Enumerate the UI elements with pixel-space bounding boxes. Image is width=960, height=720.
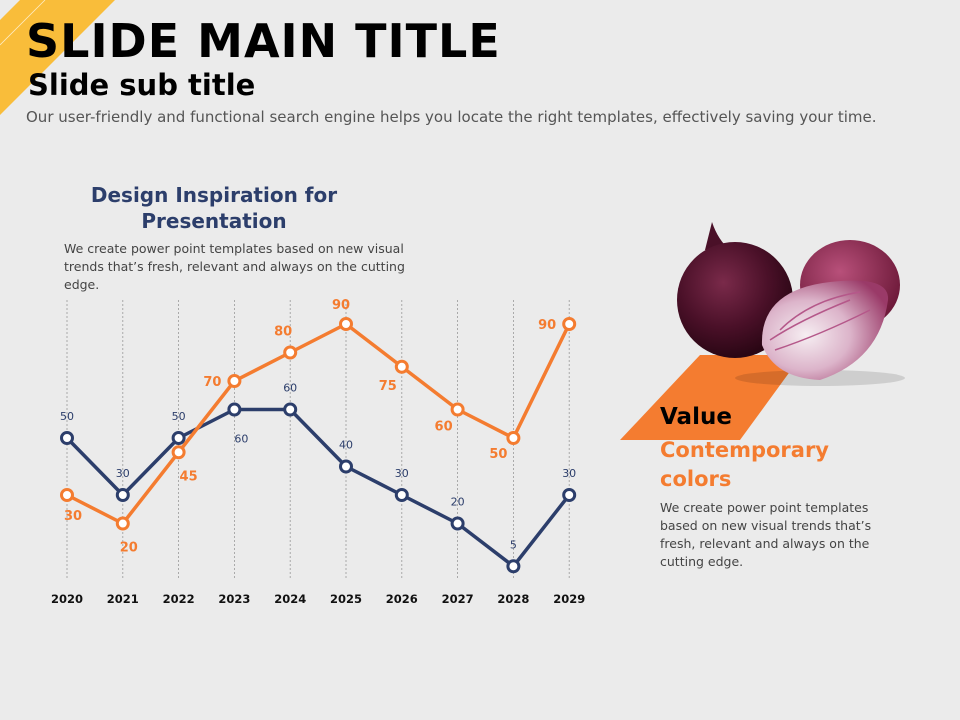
corner-line <box>0 0 46 46</box>
data-point <box>227 402 242 417</box>
x-tick-label: 2028 <box>497 592 529 606</box>
data-point <box>562 317 577 331</box>
section-body: We create power point templates based on… <box>64 241 405 292</box>
data-point <box>450 402 465 417</box>
data-label: 60 <box>283 382 297 395</box>
data-point <box>562 488 577 502</box>
navy-series-line <box>65 407 571 568</box>
data-point <box>394 488 409 502</box>
x-tick-label: 2024 <box>274 592 306 606</box>
data-label: 60 <box>234 433 248 446</box>
data-label: 30 <box>64 509 82 524</box>
value-title: Value <box>660 404 732 430</box>
data-label: 50 <box>60 410 74 423</box>
slide-main-title: SLIDE MAIN TITLE <box>26 14 501 68</box>
x-tick-label: 2025 <box>330 592 362 606</box>
orange-parallelogram <box>620 355 802 440</box>
data-label: 30 <box>395 467 409 480</box>
data-label: 5 <box>510 538 517 551</box>
data-point <box>171 445 186 460</box>
data-point <box>227 374 242 388</box>
data-point <box>115 488 130 502</box>
data-label: 75 <box>379 379 397 394</box>
data-point <box>339 317 353 331</box>
data-point <box>115 516 130 531</box>
data-label: 45 <box>180 469 198 484</box>
data-label: 20 <box>120 541 138 556</box>
data-label: 30 <box>562 467 576 480</box>
data-label: 60 <box>435 420 453 435</box>
data-point <box>283 345 298 360</box>
x-tick-label: 2029 <box>553 592 585 606</box>
data-point <box>394 359 409 374</box>
data-label: 50 <box>489 447 507 462</box>
data-label: 90 <box>332 298 350 313</box>
data-point <box>171 431 186 445</box>
data-point <box>506 431 521 445</box>
data-label: 90 <box>538 318 556 333</box>
data-point <box>506 559 521 574</box>
value-subtitle: Contemporary colors <box>660 438 829 491</box>
data-label: 80 <box>274 325 292 340</box>
intro-text: Our user-friendly and functional search … <box>26 108 877 126</box>
data-label: 70 <box>203 375 221 390</box>
x-tick-label: 2020 <box>51 592 83 606</box>
x-tick-label: 2023 <box>218 592 250 606</box>
x-tick-label: 2027 <box>442 592 474 606</box>
x-tick-label: 2026 <box>386 592 418 606</box>
section-title: Design Inspiration for Presentation <box>90 183 338 233</box>
x-tick-label: 2022 <box>163 592 195 606</box>
data-label: 50 <box>172 410 186 423</box>
orange-series-line <box>66 322 571 526</box>
data-point <box>450 516 465 531</box>
x-tick-label: 2021 <box>107 592 139 606</box>
slide-sub-title: Slide sub title <box>28 68 256 102</box>
data-point <box>60 488 74 502</box>
data-point <box>339 459 353 474</box>
data-label: 30 <box>116 467 130 480</box>
data-label: 20 <box>451 496 465 509</box>
data-point <box>60 431 74 445</box>
data-point <box>283 402 298 417</box>
value-body: We create power point templates based on… <box>660 500 872 569</box>
yellow-corner-stripe <box>0 0 115 115</box>
data-label: 40 <box>339 439 353 452</box>
onions-image <box>677 222 905 386</box>
